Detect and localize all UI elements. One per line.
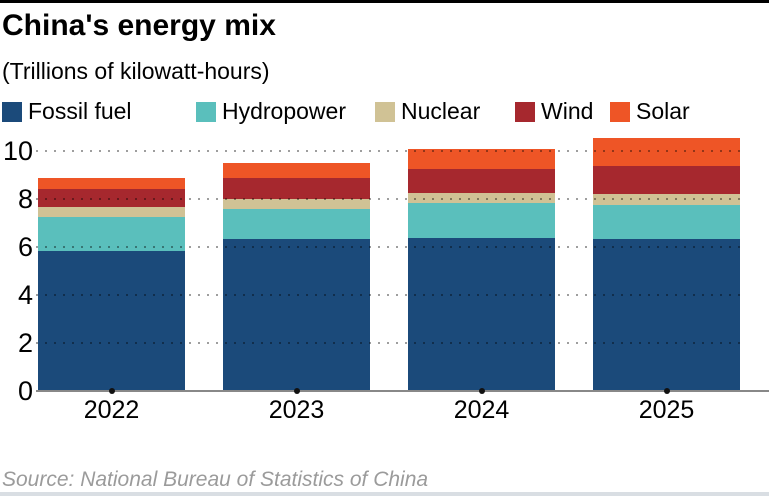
bar-segment-wind-2023 <box>223 178 370 199</box>
legend-swatch-fossil-fuel <box>2 101 22 122</box>
gridline-8 <box>36 198 742 200</box>
legend-swatch-wind <box>515 101 535 122</box>
gridline-10 <box>36 150 742 152</box>
bar-segment-fossil-fuel-2023 <box>223 239 370 391</box>
x-axis-label-2025: 2025 <box>638 396 695 424</box>
bar-segment-hydropower-2024 <box>408 202 555 239</box>
legend-swatch-solar <box>610 101 630 122</box>
legend-swatch-nuclear <box>375 101 395 122</box>
bar-segment-nuclear-2024 <box>408 192 555 203</box>
x-axis-line <box>36 390 769 392</box>
chart-subtitle: (Trillions of kilowatt-hours) <box>2 58 270 84</box>
x-axis-tick-dot-2023 <box>293 388 300 394</box>
legend-label-hydropower: Hydropower <box>222 98 346 124</box>
bar-segment-wind-2022 <box>38 188 185 207</box>
bar-segment-solar-2023 <box>223 163 370 179</box>
y-axis-tick-label-8: 8 <box>17 184 33 214</box>
legend-label-nuclear: Nuclear <box>401 98 481 124</box>
bar-segment-hydropower-2025 <box>593 205 740 240</box>
bar-segment-hydropower-2023 <box>223 209 370 240</box>
legend-item-wind: Wind <box>515 98 593 125</box>
bar-segment-solar-2022 <box>38 178 185 189</box>
bar-segment-nuclear-2022 <box>38 206 185 217</box>
bar-segment-nuclear-2023 <box>223 199 370 210</box>
x-axis-tick-dot-2024 <box>478 388 485 394</box>
bar-segment-solar-2025 <box>593 138 740 166</box>
x-axis-tick-dot-2022 <box>108 388 115 394</box>
legend-label-fossil-fuel: Fossil fuel <box>28 98 132 124</box>
y-axis-tick-label-4: 4 <box>17 280 33 310</box>
x-axis-label-2024: 2024 <box>453 396 510 424</box>
bar-segment-nuclear-2025 <box>593 193 740 205</box>
y-axis-tick-label-0: 0 <box>17 376 33 406</box>
bar-segment-hydropower-2022 <box>38 216 185 252</box>
y-axis-tick-label-10: 10 <box>2 136 33 166</box>
legend-item-fossil-fuel: Fossil fuel <box>2 98 132 125</box>
legend: Fossil fuel Hydropower Nuclear Wind Solar <box>0 98 769 124</box>
bar-segment-solar-2024 <box>408 148 555 169</box>
legend-item-solar: Solar <box>610 98 690 125</box>
y-axis-tick-label-2: 2 <box>17 328 33 358</box>
legend-swatch-hydropower <box>196 101 216 122</box>
legend-label-wind: Wind <box>541 98 594 124</box>
x-axis-tick-dot-2025 <box>663 388 670 394</box>
bottom-rule <box>0 492 769 496</box>
gridline-2 <box>36 342 742 344</box>
y-axis-tick-label-6: 6 <box>17 232 33 262</box>
bar-segment-fossil-fuel-2022 <box>38 251 185 391</box>
top-rule <box>0 0 769 3</box>
legend-item-hydropower: Hydropower <box>196 98 346 125</box>
legend-item-nuclear: Nuclear <box>375 98 480 125</box>
bar-segment-fossil-fuel-2024 <box>408 238 555 391</box>
x-axis-label-2023: 2023 <box>268 396 325 424</box>
bar-segment-wind-2025 <box>593 165 740 194</box>
x-axis-label-2022: 2022 <box>83 396 140 424</box>
gridline-6 <box>36 246 742 248</box>
bar-segment-wind-2024 <box>408 169 555 193</box>
chart-title: China's energy mix <box>2 9 276 42</box>
legend-label-solar: Solar <box>636 98 690 124</box>
source-note: Source: National Bureau of Statistics of… <box>2 468 429 491</box>
bar-segment-fossil-fuel-2025 <box>593 239 740 391</box>
gridline-4 <box>36 294 742 296</box>
